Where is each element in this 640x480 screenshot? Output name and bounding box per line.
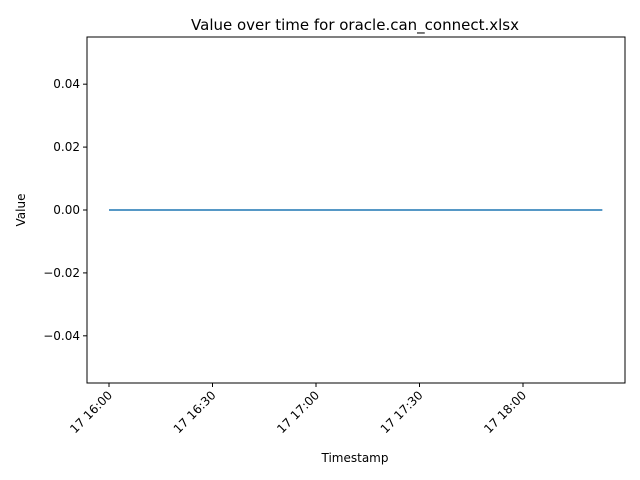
y-tick-label: 0.02 <box>53 140 80 154</box>
x-axis-label: Timestamp <box>321 451 389 465</box>
y-tick-label: 0.00 <box>53 203 80 217</box>
y-axis-label: Value <box>14 194 28 227</box>
x-tick-label: 17 16:00 <box>67 388 115 436</box>
y-tick-label: −0.04 <box>43 329 80 343</box>
y-tick-label: 0.04 <box>53 77 80 91</box>
chart-title: Value over time for oracle.can_connect.x… <box>191 16 519 35</box>
x-tick-label: 17 17:30 <box>378 388 426 436</box>
x-tick-label: 17 16:30 <box>171 388 219 436</box>
y-axis: 0.04 0.02 0.00 −0.02 −0.04 <box>43 77 87 343</box>
x-axis: 17 16:00 17 16:30 17 17:00 17 17:30 17 18:00 <box>67 383 529 436</box>
x-tick-label: 17 18:00 <box>481 388 529 436</box>
y-tick-label: −0.02 <box>43 266 80 280</box>
x-tick-label: 17 17:00 <box>274 388 322 436</box>
